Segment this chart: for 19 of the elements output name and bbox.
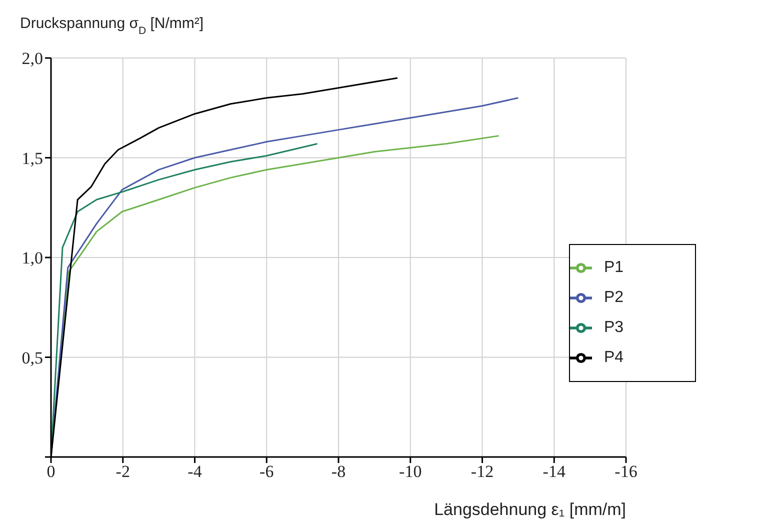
x-tick-label: -6 (260, 462, 274, 482)
legend-label: P3 (604, 319, 624, 336)
y-tick-label: 2,0 (22, 49, 43, 68)
y-tick-label: 1,0 (22, 248, 43, 268)
x-axis-title: Längsdehnung ε₁ [mm/m] (434, 500, 626, 519)
x-tick-label: -16 (614, 462, 638, 482)
x-tick-label: -8 (331, 462, 346, 482)
x-tick-label: -4 (188, 462, 202, 482)
x-tick-label: -14 (542, 462, 566, 482)
x-tick-label: -2 (116, 462, 130, 482)
legend-label: P1 (604, 259, 624, 276)
x-tick-label: 0 (46, 462, 56, 482)
y-tick-label: 0,5 (22, 348, 43, 368)
y-axis-title: Druckspannung σ$_{D}$ [N/mm²] (20, 15, 204, 37)
x-tick-label: -10 (399, 462, 422, 482)
legend-label: P2 (604, 289, 624, 306)
x-tick-label: -12 (470, 462, 494, 482)
y-tick-label: 1,5 (22, 148, 43, 168)
legend-label: P4 (604, 349, 624, 366)
